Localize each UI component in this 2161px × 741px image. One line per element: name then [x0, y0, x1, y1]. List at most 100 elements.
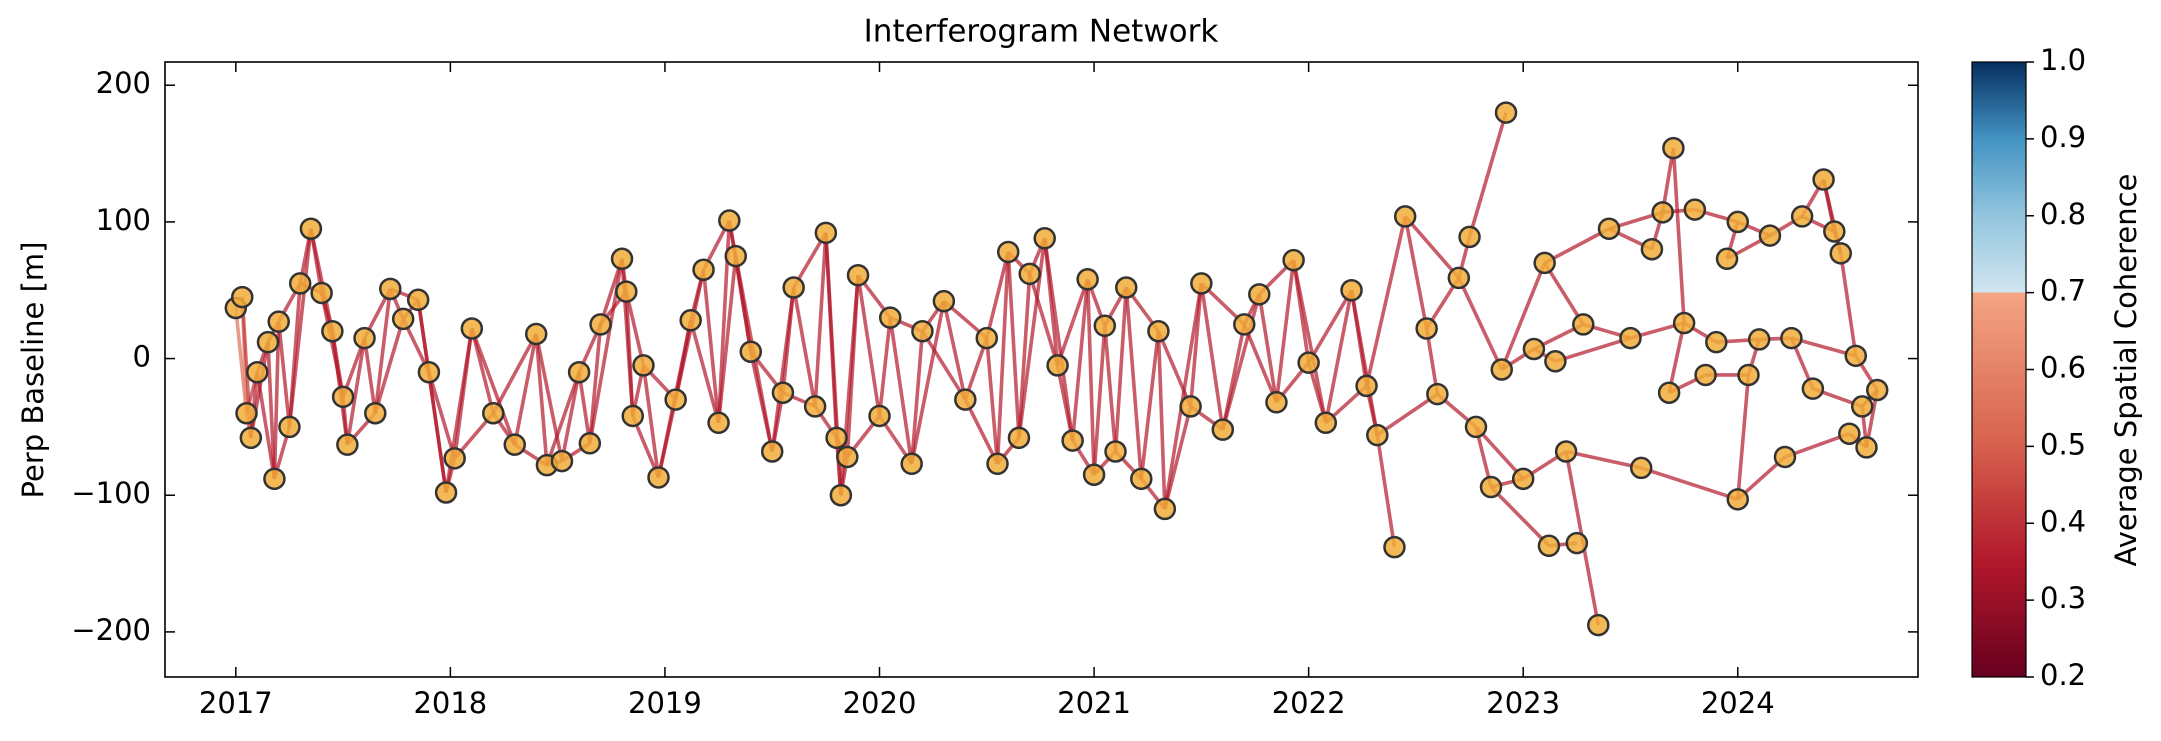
interferogram-edge — [1403, 215, 1461, 280]
interferogram-edge — [1667, 322, 1686, 394]
colorbar-tick-label: 0.4 — [2040, 504, 2086, 538]
nodes — [224, 101, 1889, 637]
interferogram-edge — [984, 337, 1000, 464]
acquisition-node — [718, 209, 741, 232]
acquisition-node — [567, 360, 591, 384]
acquisition-node — [1829, 242, 1853, 265]
interferogram-edge — [1113, 287, 1129, 452]
interferogram-edge — [909, 331, 925, 464]
x-tick-label: 2020 — [843, 686, 917, 720]
acquisition-node — [267, 310, 290, 333]
acquisition-node — [1715, 247, 1739, 271]
interferogram-edge — [470, 327, 517, 446]
interferogram-edge — [491, 333, 538, 415]
acquisition-node — [1104, 440, 1127, 463]
interferogram-edge — [1500, 262, 1547, 371]
interferogram-edge — [373, 318, 405, 414]
interferogram-edge — [1274, 259, 1296, 403]
acquisition-node — [760, 440, 784, 463]
x-tick-label: 2022 — [1272, 686, 1346, 720]
acquisition-node — [1758, 224, 1782, 247]
acquisition-node — [1153, 497, 1177, 521]
acquisition-node — [803, 395, 827, 418]
interferogram-edge — [813, 232, 828, 407]
x-tick-label: 2024 — [1701, 686, 1775, 720]
interferogram-edge — [624, 291, 635, 417]
interferogram-edge — [995, 251, 1011, 464]
acquisition-node — [278, 415, 301, 439]
interferogram-edge — [345, 337, 367, 445]
acquisition-node — [1282, 248, 1305, 272]
interferogram-edge — [452, 328, 474, 459]
colorbar-tick-label: 1.0 — [2040, 43, 2086, 77]
acquisition-node — [1662, 136, 1685, 160]
acquisition-node — [1383, 535, 1406, 559]
acquisition-node — [1780, 326, 1803, 350]
acquisition-node — [1190, 272, 1213, 295]
acquisition-node — [1093, 314, 1117, 338]
interferogram-edge — [1156, 331, 1167, 509]
interferogram-edge — [1085, 279, 1096, 475]
acquisition-node — [1597, 217, 1621, 240]
acquisition-node — [632, 354, 655, 377]
acquisition-node — [1850, 395, 1874, 418]
acquisition-node — [771, 381, 795, 404]
interferogram-edge — [641, 365, 661, 478]
acquisition-node — [1790, 205, 1814, 228]
interferogram-edge — [1257, 294, 1279, 403]
acquisition-node — [1046, 354, 1069, 377]
acquisition-node — [336, 433, 359, 456]
interferogram-edge — [362, 337, 378, 414]
interferogram-edge — [1124, 287, 1144, 479]
acquisition-node — [911, 319, 934, 343]
interferogram-edge — [1199, 283, 1225, 430]
acquisition-node — [299, 217, 323, 240]
acquisition-node — [256, 330, 280, 354]
interferogram-edge — [276, 321, 292, 428]
interferogram-edge — [1027, 273, 1060, 366]
interferogram-edge — [272, 321, 281, 479]
interferogram-edge — [427, 371, 457, 459]
interferogram-edge — [1324, 289, 1354, 424]
acquisition-node — [1415, 317, 1438, 340]
interferogram-edge — [1403, 216, 1429, 329]
interferogram-edge — [877, 317, 893, 417]
interferogram-edge — [287, 228, 313, 428]
acquisition-node — [782, 276, 805, 299]
interferogram-edge — [1042, 238, 1075, 441]
interferogram-edge — [845, 275, 860, 458]
y-tick-label: −100 — [71, 476, 151, 510]
interferogram-edge — [909, 300, 946, 465]
interferogram-edge — [1055, 278, 1090, 366]
acquisition-node — [1340, 278, 1363, 302]
interferogram-edge — [1489, 485, 1551, 548]
acquisition-node — [814, 221, 838, 245]
colorbar-label: Average Spatial Coherence — [2109, 174, 2143, 567]
interferogram-edge — [1291, 259, 1328, 424]
interferogram-edge — [427, 371, 448, 493]
interferogram-edge — [512, 333, 538, 446]
acquisition-node — [1366, 423, 1389, 447]
acquisition-node — [1726, 210, 1750, 234]
interferogram-edge — [1640, 466, 1739, 502]
interferogram-edge — [373, 288, 393, 414]
acquisition-node — [1565, 531, 1589, 555]
acquisition-node — [331, 385, 355, 409]
y-axis-label: Perp Baseline [m] — [16, 242, 50, 499]
interferogram-edge — [856, 274, 882, 417]
colorbar-tick-label: 0.5 — [2040, 427, 2086, 461]
acquisition-node — [578, 432, 602, 455]
interferogram-edge — [716, 255, 738, 423]
acquisition-node — [1823, 220, 1846, 243]
acquisition-node — [1297, 351, 1320, 374]
acquisition-node — [1018, 262, 1041, 286]
acquisition-node — [288, 272, 312, 295]
acquisition-node — [482, 401, 505, 425]
acquisition-node — [1855, 436, 1878, 459]
interferogram-edge — [888, 317, 914, 465]
colorbar-tick-label: 0.7 — [2040, 274, 2086, 308]
acquisition-node — [589, 313, 612, 336]
acquisition-node — [406, 288, 430, 312]
acquisition-node — [1393, 205, 1417, 228]
interferogram-edge — [1006, 251, 1021, 438]
